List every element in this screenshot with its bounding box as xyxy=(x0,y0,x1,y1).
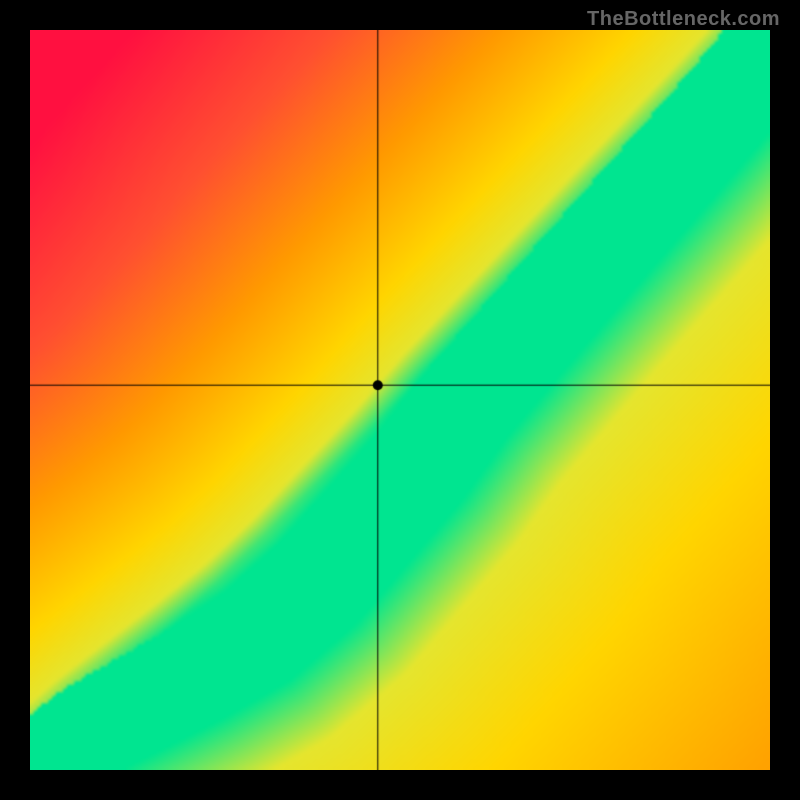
bottleneck-heatmap xyxy=(30,30,770,770)
heatmap-canvas xyxy=(30,30,770,770)
watermark-text: TheBottleneck.com xyxy=(587,8,780,31)
